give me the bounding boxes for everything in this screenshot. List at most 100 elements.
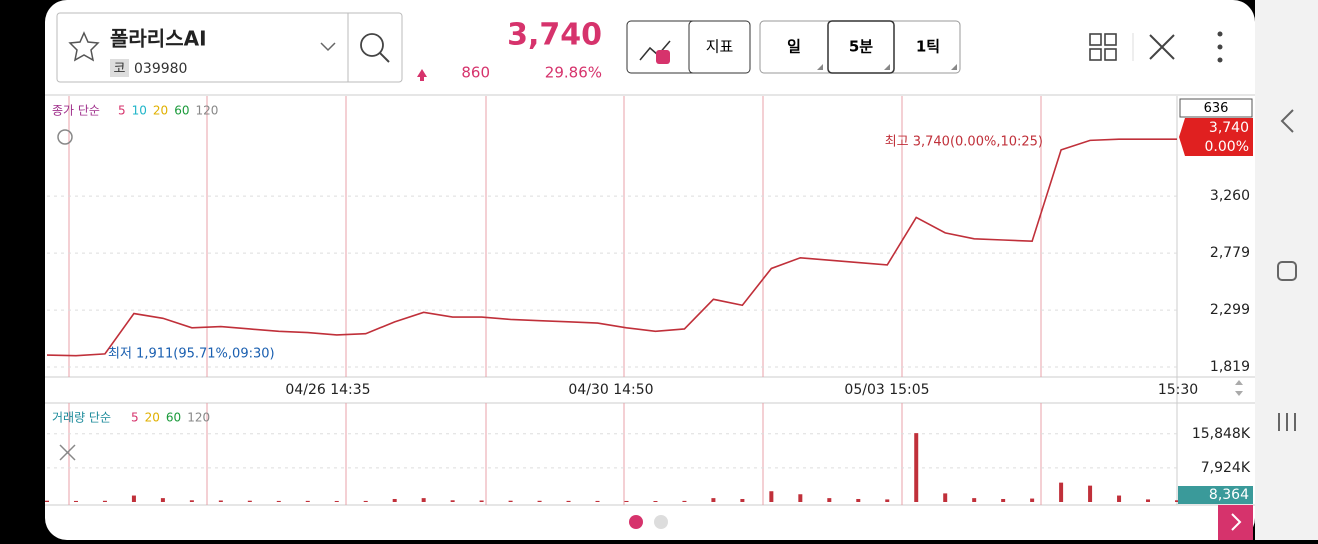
current-price: 3,740 [507,18,602,53]
chart-icon [639,40,671,61]
volume-bar [1088,485,1093,502]
volume-bar [972,498,977,502]
period-button[interactable]: 1틱 [916,38,940,56]
volume-bar [1175,500,1179,502]
layout-icon[interactable] [1089,33,1117,61]
legend-item: 20 [145,411,160,425]
volume-bar [305,500,310,502]
nav-home[interactable] [1277,261,1297,281]
corner-mark [817,64,823,70]
volume-bar [856,498,861,502]
volume-bar [450,500,455,502]
volume-bar [45,500,49,502]
legend-item: 60 [166,411,181,425]
search-icon[interactable] [360,33,384,57]
y-tick-label: 3,260 [1210,188,1250,204]
indicator-label: 지표 [706,38,734,56]
market-badge-bg [110,59,129,77]
y-tick-label: 15,848K [1192,426,1251,442]
volume-bar [247,500,252,502]
volume-bar [624,500,629,502]
x-tick-label: 04/30 14:50 [568,382,653,398]
volume-bar [827,498,832,502]
legend-item: 5 [118,104,126,118]
more-icon[interactable] [1217,31,1223,63]
y-tick-label: 2,779 [1210,245,1250,261]
app [45,0,1255,540]
play-icon [656,50,670,64]
y-tick-label: 2,299 [1210,302,1250,318]
nav-back[interactable] [1280,109,1294,133]
volume-bar [102,500,107,502]
stock-name: 폴라리스AI [110,27,207,51]
volume-last-box [1178,486,1253,504]
volume-bar [1146,499,1151,502]
price-line [46,138,1177,357]
volume-bar [1001,498,1006,502]
volume-bar [740,498,745,502]
volume-bar [711,498,716,502]
volume-bar [421,498,426,502]
volume-bar [392,498,397,502]
corner-mark [884,64,890,70]
volume-bar [885,499,890,502]
volume-bar [334,500,339,502]
legend-item: 60 [174,104,189,118]
top-label-box [1179,98,1253,118]
volume-bar [189,500,194,502]
volume-bar [160,498,165,502]
volume-bar [276,500,281,502]
y-tick-label: 7,924K [1201,460,1251,476]
volume-bar [363,500,368,502]
zoom-icon[interactable] [57,129,73,145]
nav-bar [1255,0,1318,540]
high-note: 최고 3,740(0.00%,10:25) [885,135,1043,150]
nav-recent[interactable] [1278,413,1296,431]
volume-bar [131,495,136,502]
close-volume[interactable] [59,444,76,461]
legend-prefix: 거래량 단순 [52,411,111,425]
dropdown[interactable] [320,42,336,52]
corner-mark [951,64,957,70]
search-icon-handle [379,52,390,63]
last-pct: 0.00% [1205,139,1249,155]
volume-bar [943,493,948,502]
legend-prefix: 종가 단순 [52,104,100,118]
up-arrow [417,69,427,81]
change: 860 [461,64,490,82]
volume-bar [1030,498,1035,502]
volume-bar [566,500,571,502]
low-note: 최저 1,911(95.71%,09:30) [108,347,275,362]
next-button[interactable] [1218,505,1253,540]
legend-item: 120 [187,411,210,425]
volume-bar [682,500,687,502]
y-tick-label: 1,819 [1210,359,1250,375]
scroll-arrows[interactable] [1235,380,1243,396]
legend-item: 5 [131,411,139,425]
volume-bar [479,500,484,502]
volume-bar [769,491,774,502]
x-tick-label: 04/26 14:35 [285,382,370,398]
page-dot[interactable] [654,515,668,529]
legend-item: 20 [153,104,168,118]
x-tick-label: 05/03 15:05 [844,382,929,398]
volume-bar [73,500,78,502]
period-selected [827,20,895,74]
page-dot-active[interactable] [629,515,643,529]
favorite-star[interactable] [68,31,100,62]
volume-bar [653,501,658,502]
search-box[interactable] [56,12,403,83]
period-button[interactable]: 5분 [849,38,873,56]
next-arrow [1231,513,1242,531]
volume-bar [537,500,542,502]
volume-bar [798,494,803,502]
legend-item: 10 [132,104,147,118]
period-button[interactable]: 일 [787,38,801,56]
x-tick-label: 15:30 [1158,382,1198,398]
indicator-button[interactable] [688,20,751,74]
tools-icon[interactable] [1149,34,1175,60]
volume-bar [218,500,223,502]
volume-last: 8,364 [1209,487,1249,503]
